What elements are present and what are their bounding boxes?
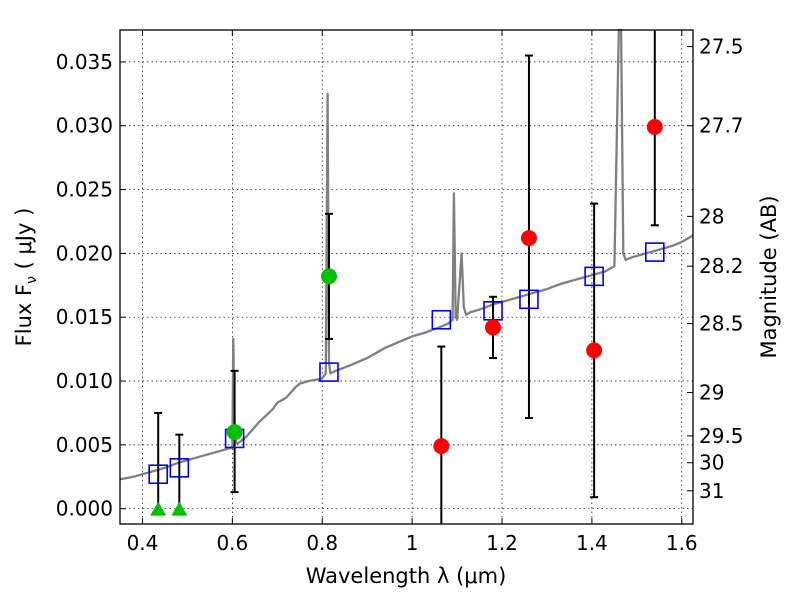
x-tick-label: 1 [406,531,419,555]
magnitude-tick-label: 30 [699,451,724,475]
red-detection-point [646,119,663,136]
x-tick-label: 0.6 [216,531,248,555]
magnitude-tick-label: 27.7 [699,114,744,138]
magnitude-tick-label: 28.5 [699,312,744,336]
model-spectrum-layer [119,28,694,481]
plot-frame [119,29,694,525]
model-photometry-square [148,464,168,485]
red-detection-point [433,438,450,455]
model-photometry-square [644,242,665,262]
x-tick-label: 1.2 [486,531,518,555]
red-detection-point [485,319,502,336]
model-photometry-square [584,266,604,287]
magnitude-tick-label: 29.5 [699,424,744,448]
y-axis-label-subscript: ν [24,276,40,284]
model-photometry-square [319,362,339,382]
magnitude-tick-label: 28.2 [699,254,744,278]
x-tick-label: 1.4 [576,531,608,555]
model-spectrum-line [119,28,694,481]
green-detection-point [320,268,337,285]
markers-layer [148,119,665,516]
y-tick-label: 0.030 [56,114,113,138]
magnitude-tick-label: 29 [699,381,724,405]
model-photometry-square [169,458,190,478]
red-detection-point [520,230,537,247]
x-tick-label: 0.4 [127,531,159,555]
upper-limit-triangle [171,501,188,516]
magnitude-tick-label: 31 [699,479,724,503]
x-tick-label: 0.8 [306,531,338,555]
upper-limit-triangle [150,501,167,516]
model-photometry-square [431,309,452,330]
magnitude-tick-label: 28 [699,204,724,228]
red-detection-point [586,342,603,359]
magnitude-tick-label: 27.5 [699,35,744,59]
ticks-layer: 0.4 0.6 0.8 1 1.2 1.4 1.6 0.000 0.005 0.010 0.015 0… [56,30,744,555]
y-axis-label-text: Flux F [12,284,36,346]
grid [120,30,693,524]
model-photometry-square [519,289,539,310]
y-tick-label: 0.000 [56,497,113,521]
magnitude-axis-label: Magnitude (AB) [757,195,781,358]
x-tick-label: 1.6 [666,531,698,555]
y-axis-label: Flux Fν ( μJy ) [12,208,40,347]
y-tick-label: 0.015 [56,305,113,329]
y-tick-label: 0.020 [56,241,113,265]
green-detection-point [226,424,243,441]
y-axis-label-unit: ( μJy ) [12,208,36,276]
y-tick-label: 0.035 [56,50,113,74]
x-axis-label: Wavelength λ (μm) [306,564,507,588]
y-tick-label: 0.025 [56,178,113,202]
y-tick-label: 0.010 [56,369,113,393]
y-tick-label: 0.005 [56,433,113,457]
